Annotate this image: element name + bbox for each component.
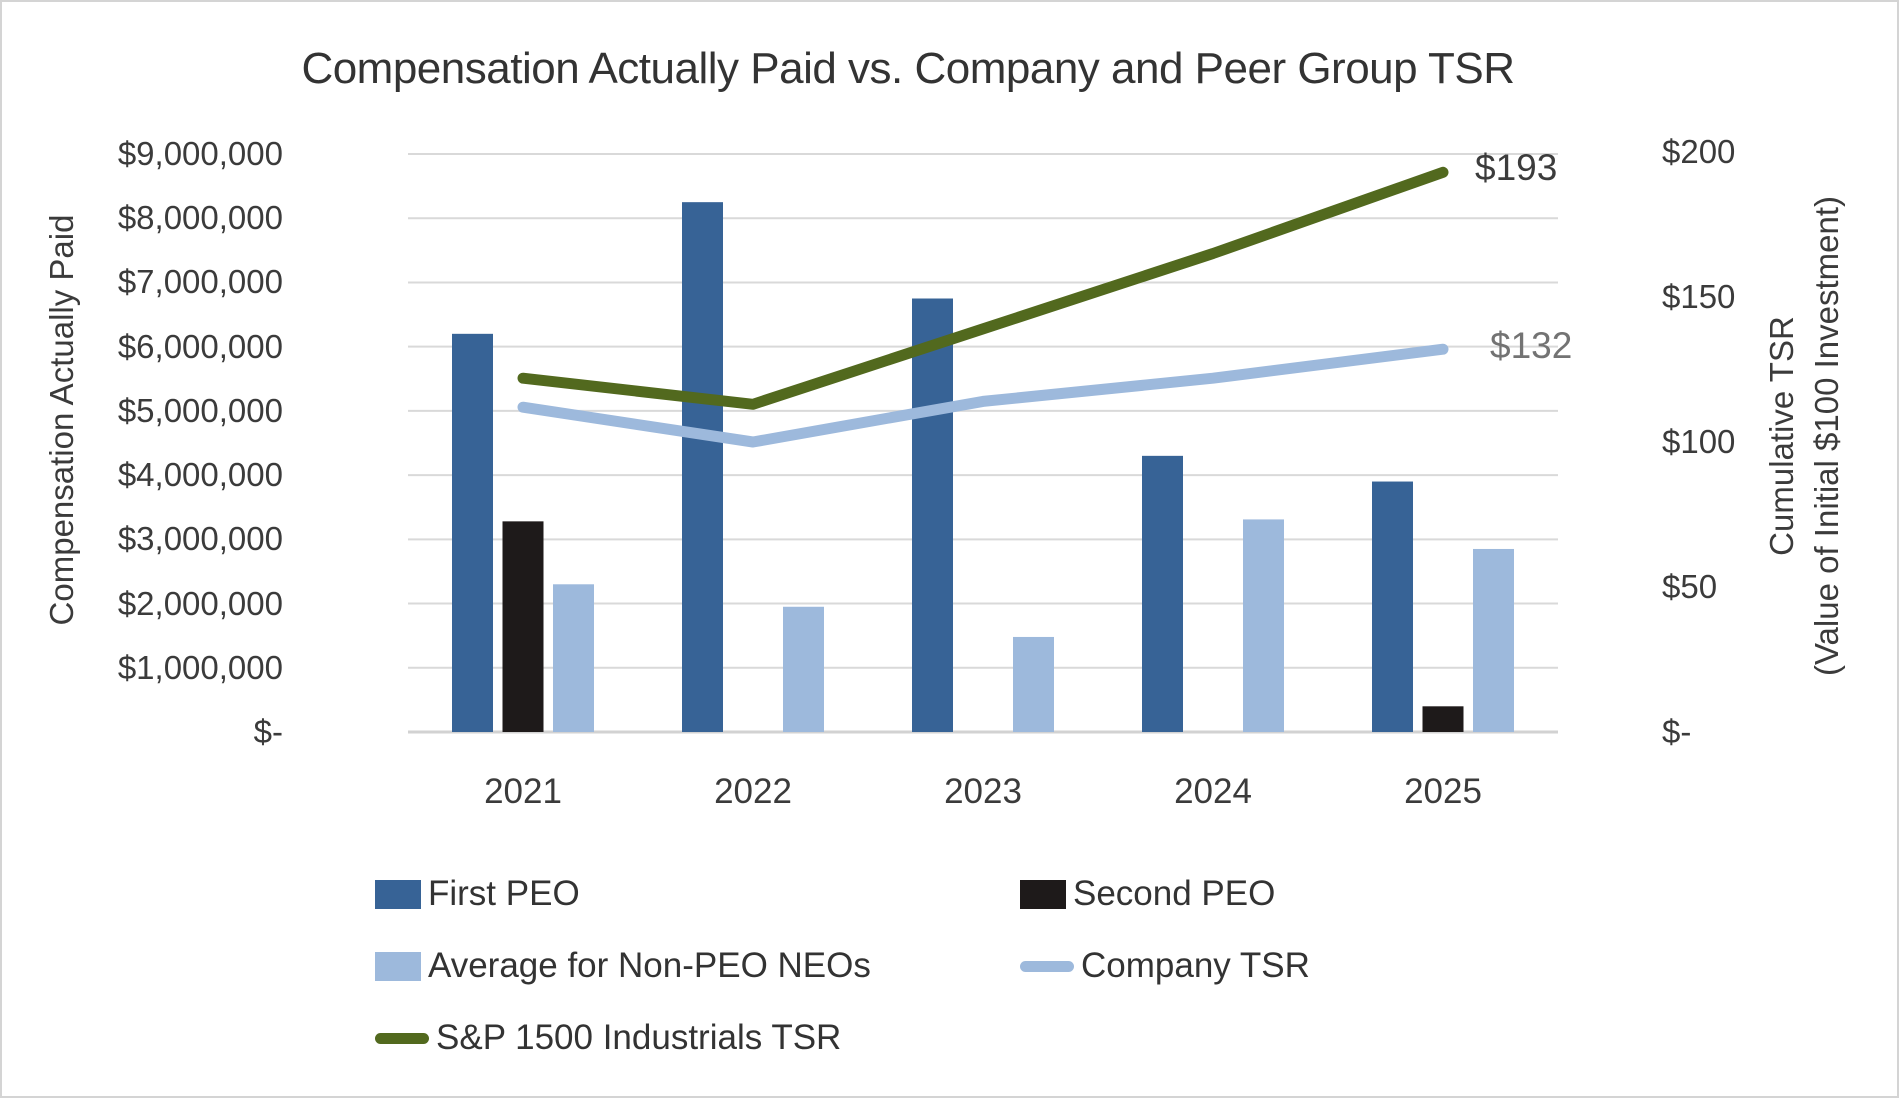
left-axis-tick: $9,000,000 [117,135,283,172]
legend-label: S&P 1500 Industrials TSR [436,1018,842,1057]
right-axis-title-line2: (Value of Initial $100 Investment) [1808,196,1845,676]
bar-non_peo-2024 [1243,519,1284,732]
left-axis-tick: $7,000,000 [117,263,283,301]
legend-item-second-peo: Second PEO [1020,870,1275,918]
data-label-company-tsr: $132 [1490,325,1573,366]
bar-non_peo-2022 [783,606,824,732]
bar-first_peo-2024 [1142,455,1183,732]
bar-second_peo-2025 [1422,706,1464,732]
right-axis-tick: $50 [1662,568,1718,605]
bar-first_peo-2025 [1372,481,1413,732]
left-axis-tick: $2,000,000 [117,584,283,622]
legend-item-non-peo-neos: Average for Non-PEO NEOs [375,942,871,990]
bar-first_peo-2023 [912,298,953,732]
line-sp1500_tsr [517,166,1449,410]
legend-item-company-tsr: Company TSR [1020,942,1310,990]
legend-swatch-first-peo [375,879,421,909]
x-axis-label: 2022 [714,772,792,811]
left-axis-tick: $1,000,000 [117,648,283,686]
legend-label: First PEO [428,874,580,913]
x-axis-label: 2021 [484,772,562,811]
bar-non_peo-2023 [1013,636,1054,732]
legend-swatch-company-tsr [1020,960,1074,972]
legend-item-sp1500-tsr: S&P 1500 Industrials TSR [375,1014,841,1062]
left-axis-tick: $8,000,000 [117,199,283,237]
bar-non_peo-2025 [1473,548,1514,732]
x-axis-label: 2023 [944,772,1022,811]
legend-label: Second PEO [1073,874,1276,913]
left-axis-tick: $6,000,000 [117,327,283,365]
left-axis-tick: $3,000,000 [117,520,283,558]
right-axis-title: Cumulative TSR (Value of Initial $100 In… [1759,86,1851,786]
x-axis-label: 2024 [1174,772,1252,811]
right-axis-tick: $150 [1662,278,1736,315]
left-axis-tick: $4,000,000 [117,456,283,494]
legend-label: Average for Non-PEO NEOs [428,946,871,985]
bar-non_peo-2021 [553,584,594,732]
bar-first_peo-2022 [682,202,723,732]
legend-swatch-second-peo [1020,879,1066,909]
x-axis-label: 2025 [1404,772,1482,811]
right-axis-tick: $200 [1662,133,1736,170]
right-axis-tick: $- [1662,713,1692,750]
legend-item-first-peo: First PEO [375,870,580,918]
legend-swatch-sp1500-tsr [375,1032,429,1044]
bar-first_peo-2021 [452,333,493,732]
bar-second_peo-2021 [502,521,544,732]
legend-label: Company TSR [1081,946,1310,985]
right-axis-tick: $100 [1662,423,1736,460]
data-label-sp1500-tsr: $193 [1475,147,1558,188]
legend-swatch-non-peo-neos [375,951,421,981]
left-axis-tick: $- [253,713,283,750]
line-company_tsr [517,343,1449,448]
right-axis-title-line1: Cumulative TSR [1763,316,1800,556]
left-axis-title: Compensation Actually Paid [43,214,80,626]
chart-title: Compensation Actually Paid vs. Company a… [301,44,1515,93]
left-axis-tick: $5,000,000 [117,391,283,429]
